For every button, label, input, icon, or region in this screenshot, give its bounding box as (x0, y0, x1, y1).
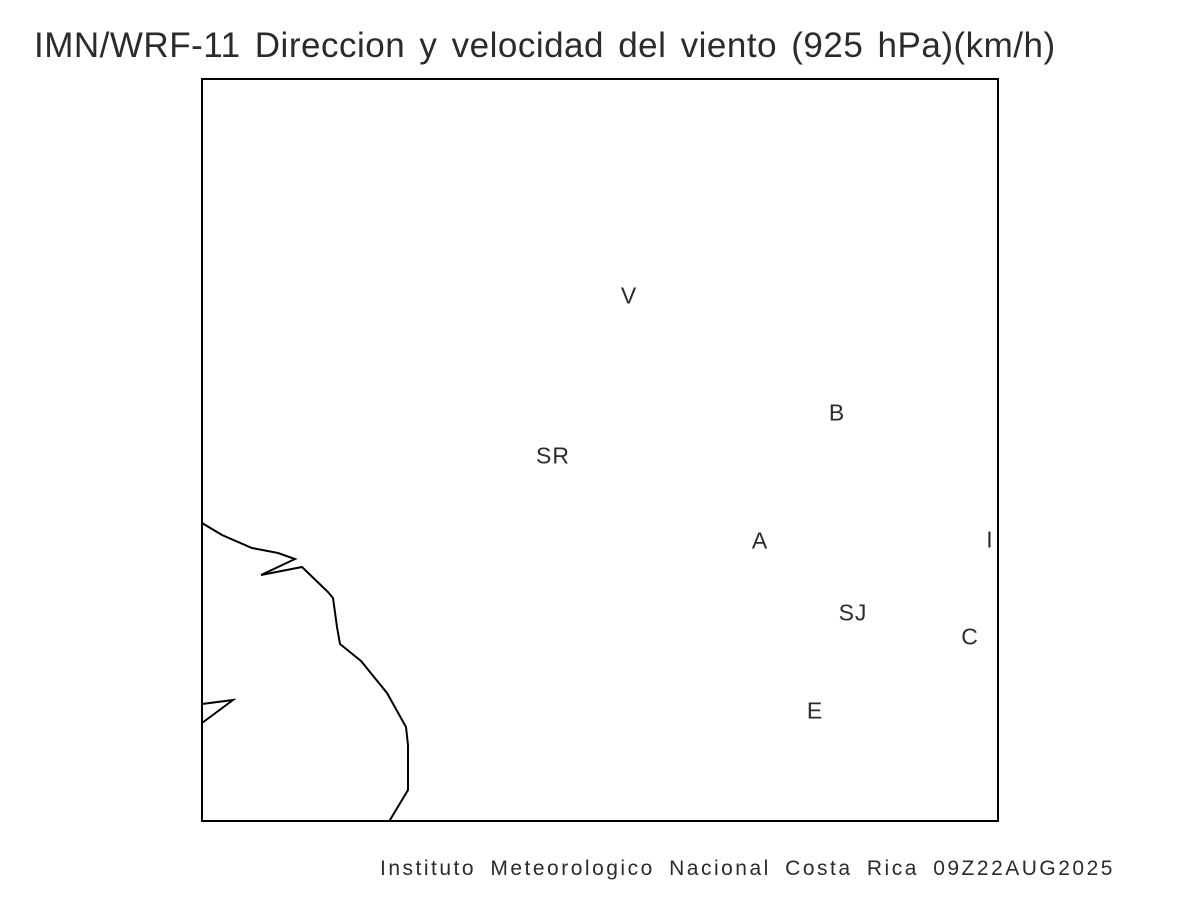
station-label-c: C (961, 623, 979, 650)
station-label-sr: SR (536, 442, 570, 469)
coastline-inlet (201, 698, 237, 724)
station-label-b: B (828, 399, 846, 426)
map-border (201, 78, 999, 822)
station-label-e: E (806, 697, 824, 724)
station-label-i: I (986, 526, 994, 553)
footer-credit: Instituto Meteorologico Nacional Costa R… (380, 857, 1115, 880)
station-label-a: A (751, 527, 769, 554)
station-label-v: V (620, 282, 638, 309)
coastline (201, 522, 409, 821)
page-title: IMN/WRF-11 Direccion y velocidad del vie… (34, 26, 1056, 65)
station-label-sj: SJ (838, 599, 868, 626)
